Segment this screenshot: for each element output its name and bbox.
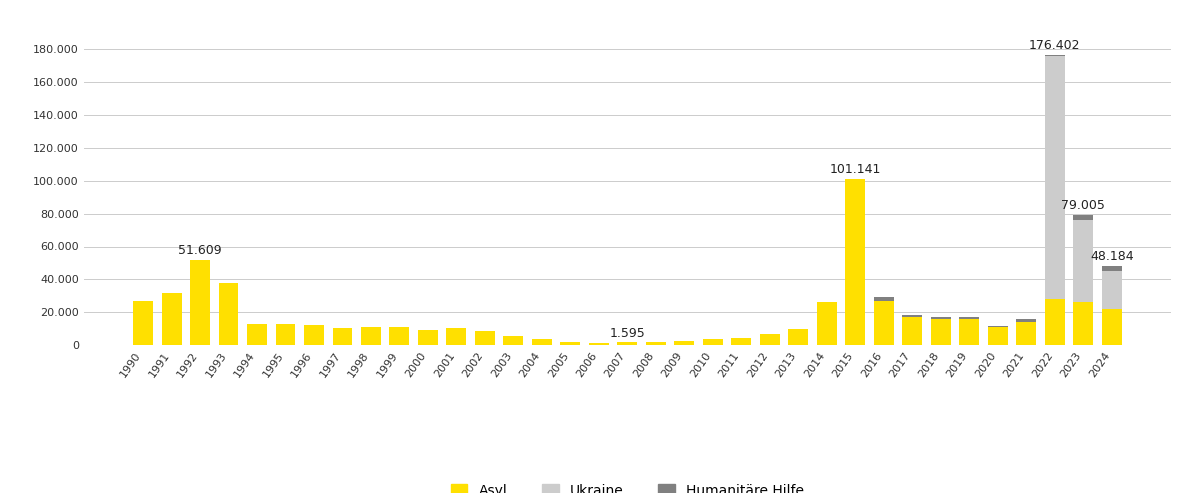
Bar	[703, 339, 723, 345]
Legend: Asyl, Ukraine, Humanitäre Hilfe: Asyl, Ukraine, Humanitäre Hilfe	[443, 477, 811, 493]
Bar	[931, 317, 951, 319]
Bar	[418, 330, 437, 345]
Bar	[390, 327, 410, 345]
Bar	[161, 292, 182, 345]
Bar	[304, 325, 324, 345]
Bar	[960, 319, 979, 345]
Bar	[532, 339, 552, 345]
Text: 79.005: 79.005	[1061, 199, 1105, 212]
Bar	[447, 328, 466, 345]
Bar	[1073, 215, 1093, 220]
Bar	[133, 301, 153, 345]
Bar	[674, 341, 694, 345]
Bar	[988, 326, 1007, 327]
Bar	[1073, 302, 1093, 345]
Bar	[361, 327, 381, 345]
Bar	[845, 179, 865, 345]
Bar	[589, 343, 609, 345]
Bar	[1044, 299, 1065, 345]
Bar	[247, 324, 266, 345]
Bar	[1044, 55, 1065, 56]
Bar	[1102, 309, 1122, 345]
Bar	[560, 342, 581, 345]
Bar	[931, 319, 951, 345]
Text: 101.141: 101.141	[829, 163, 881, 176]
Bar	[817, 302, 836, 345]
Bar	[618, 343, 637, 345]
Bar	[988, 327, 1007, 345]
Bar	[760, 334, 780, 345]
Bar	[1044, 56, 1065, 299]
Bar	[1016, 322, 1036, 345]
Bar	[190, 260, 210, 345]
Bar	[1102, 271, 1122, 309]
Text: 1.595: 1.595	[609, 326, 645, 340]
Bar	[1102, 266, 1122, 271]
Bar	[960, 317, 979, 319]
Bar	[219, 282, 239, 345]
Bar	[645, 342, 666, 345]
Bar	[902, 317, 923, 345]
Bar	[276, 324, 295, 345]
Bar	[474, 331, 495, 345]
Bar	[874, 297, 894, 301]
Text: 48.184: 48.184	[1090, 250, 1134, 263]
Bar	[1016, 319, 1036, 322]
Text: 51.609: 51.609	[178, 245, 222, 257]
Bar	[874, 301, 894, 345]
Bar	[332, 328, 353, 345]
Text: 176.402: 176.402	[1029, 39, 1080, 52]
Bar	[1073, 220, 1093, 302]
Bar	[789, 329, 808, 345]
Bar	[902, 315, 923, 317]
Bar	[731, 338, 752, 345]
Bar	[503, 336, 523, 345]
